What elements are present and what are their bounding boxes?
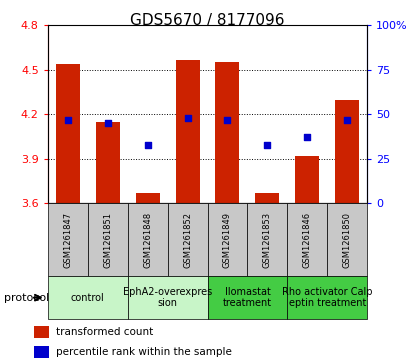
Bar <box>287 203 327 276</box>
Bar <box>34 346 49 358</box>
Text: Ilomastat
treatment: Ilomastat treatment <box>223 287 272 309</box>
Point <box>184 115 191 121</box>
Text: GSM1261849: GSM1261849 <box>223 212 232 268</box>
Text: transformed count: transformed count <box>56 327 153 337</box>
Text: protocol: protocol <box>4 293 49 303</box>
Bar <box>208 276 287 319</box>
Bar <box>128 276 208 319</box>
Bar <box>56 64 80 203</box>
Text: Rho activator Calp
eptin treatment: Rho activator Calp eptin treatment <box>282 287 373 309</box>
Bar <box>247 203 287 276</box>
Bar <box>48 203 88 276</box>
Point <box>224 117 231 123</box>
Text: GSM1261847: GSM1261847 <box>63 212 72 268</box>
Text: GSM1261848: GSM1261848 <box>143 212 152 268</box>
Point <box>64 117 71 123</box>
Bar <box>95 122 120 203</box>
Bar <box>88 203 128 276</box>
Bar <box>128 203 168 276</box>
Bar <box>208 203 247 276</box>
Text: GSM1261852: GSM1261852 <box>183 212 192 268</box>
Text: GSM1261851: GSM1261851 <box>103 212 112 268</box>
Bar <box>34 326 49 338</box>
Text: control: control <box>71 293 105 303</box>
Text: percentile rank within the sample: percentile rank within the sample <box>56 347 232 357</box>
Text: GSM1261850: GSM1261850 <box>343 212 352 268</box>
Text: GSM1261853: GSM1261853 <box>263 212 272 268</box>
Bar <box>287 276 367 319</box>
Text: GSM1261846: GSM1261846 <box>303 212 312 268</box>
Text: GDS5670 / 8177096: GDS5670 / 8177096 <box>130 13 285 28</box>
Point <box>264 142 271 147</box>
Bar <box>335 99 359 203</box>
Bar <box>136 193 159 203</box>
Point <box>144 142 151 147</box>
Bar <box>168 203 208 276</box>
Bar <box>48 276 128 319</box>
Point <box>304 135 311 140</box>
Point <box>344 117 351 123</box>
Bar <box>327 203 367 276</box>
Bar <box>256 193 279 203</box>
Text: EphA2-overexpres
sion: EphA2-overexpres sion <box>123 287 212 309</box>
Bar <box>176 60 200 203</box>
Bar <box>215 62 239 203</box>
Point <box>104 120 111 126</box>
Bar <box>295 156 320 203</box>
